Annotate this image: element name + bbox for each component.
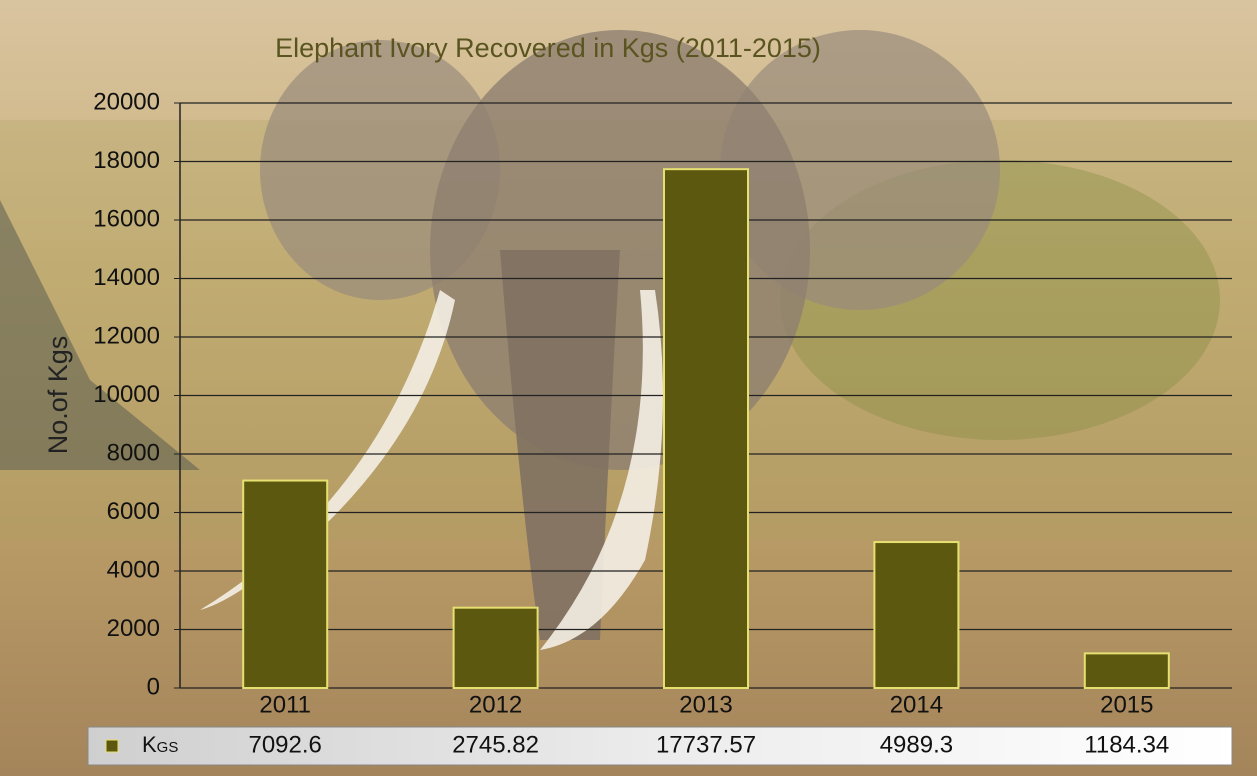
y-tick-label: 4000 — [107, 556, 160, 583]
chart: Elephant Ivory Recovered in Kgs (2011-20… — [0, 0, 1257, 776]
data-table-value: 4989.3 — [880, 731, 953, 758]
y-tick-label: 18000 — [93, 147, 160, 174]
background — [0, 0, 1257, 776]
y-tick-label: 14000 — [93, 264, 160, 291]
y-tick-label: 0 — [147, 673, 160, 700]
y-tick-label: 8000 — [107, 439, 160, 466]
data-table-value: 7092.6 — [248, 731, 321, 758]
y-axis-label: No.of Kgs — [43, 336, 73, 455]
chart-title: Elephant Ivory Recovered in Kgs (2011-20… — [275, 33, 821, 63]
y-tick-label: 20000 — [93, 88, 160, 115]
data-table-value: 2745.82 — [452, 731, 539, 758]
bar — [243, 481, 327, 688]
bar — [454, 608, 538, 688]
x-tick-label: 2013 — [679, 691, 732, 718]
legend-marker — [106, 740, 118, 752]
y-tick-label: 10000 — [93, 381, 160, 408]
bar — [1085, 653, 1169, 688]
bar — [874, 542, 958, 688]
bar — [664, 169, 748, 688]
data-table-value: 17737.57 — [656, 731, 756, 758]
y-tick-label: 6000 — [107, 498, 160, 525]
y-tick-label: 2000 — [107, 615, 160, 642]
data-table-value: 1184.34 — [1084, 731, 1169, 758]
x-tick-label: 2014 — [890, 691, 943, 718]
x-tick-label: 2011 — [259, 691, 311, 718]
legend-label: Kgs — [142, 732, 178, 757]
y-tick-label: 16000 — [93, 205, 160, 232]
x-tick-label: 2012 — [469, 691, 522, 718]
data-table: Kgs 7092.6 2745.82 17737.57 4989.3 1184.34 — [88, 727, 1232, 765]
x-tick-label: 2015 — [1100, 691, 1153, 718]
y-tick-label: 12000 — [93, 322, 160, 349]
